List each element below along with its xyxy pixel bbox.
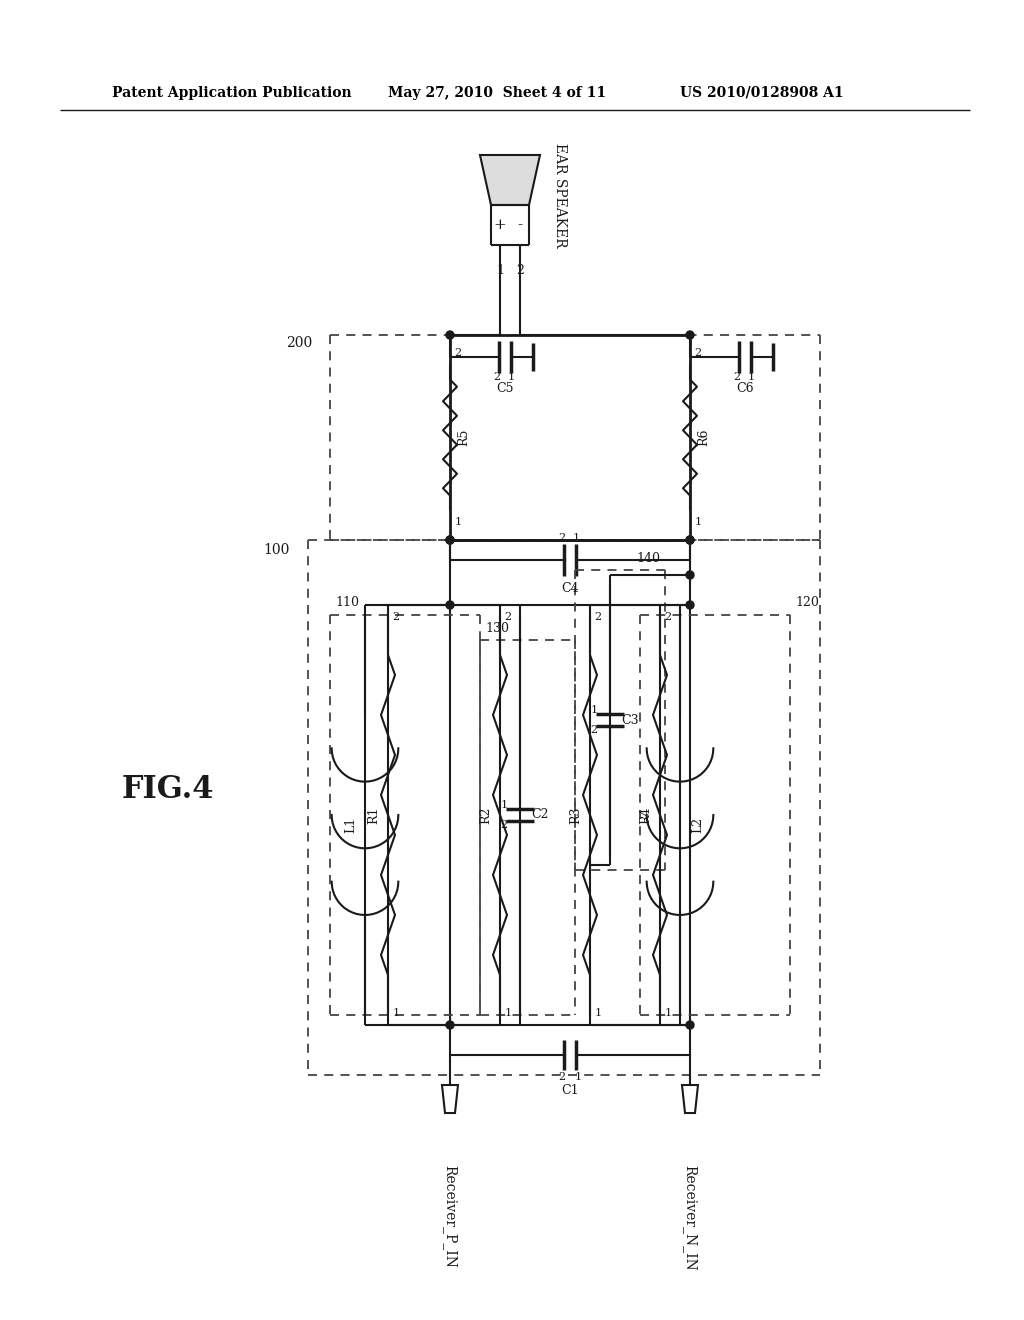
Text: 1: 1 <box>591 705 598 715</box>
Text: FIG.4: FIG.4 <box>122 775 214 805</box>
Text: 200: 200 <box>286 337 312 350</box>
Text: C6: C6 <box>736 383 754 396</box>
Text: 130: 130 <box>485 622 509 635</box>
Text: C4: C4 <box>561 582 579 594</box>
Circle shape <box>686 536 694 544</box>
Text: 2: 2 <box>694 348 701 358</box>
Text: C5: C5 <box>497 383 514 396</box>
Circle shape <box>686 536 694 544</box>
Circle shape <box>446 601 454 609</box>
Text: 1: 1 <box>505 1008 512 1018</box>
Circle shape <box>446 331 454 339</box>
Text: 1: 1 <box>508 372 515 381</box>
Text: 2: 2 <box>595 612 601 622</box>
Polygon shape <box>480 154 540 205</box>
Text: US 2010/0128908 A1: US 2010/0128908 A1 <box>680 86 844 100</box>
Text: 1: 1 <box>748 372 755 381</box>
Text: C1: C1 <box>561 1085 579 1097</box>
Text: Receiver_P_IN: Receiver_P_IN <box>442 1166 458 1269</box>
Text: 2: 2 <box>558 533 565 543</box>
Circle shape <box>686 1020 694 1030</box>
Text: 1: 1 <box>595 1008 601 1018</box>
Text: R6: R6 <box>697 429 711 446</box>
Text: C3: C3 <box>622 714 639 726</box>
Text: 2: 2 <box>665 612 672 622</box>
Text: 2: 2 <box>591 725 598 735</box>
Text: EAR SPEAKER: EAR SPEAKER <box>553 143 567 247</box>
Text: 2: 2 <box>455 348 462 358</box>
Text: May 27, 2010  Sheet 4 of 11: May 27, 2010 Sheet 4 of 11 <box>388 86 606 100</box>
Text: R4: R4 <box>640 807 652 824</box>
Text: Patent Application Publication: Patent Application Publication <box>112 86 351 100</box>
Text: 100: 100 <box>263 543 290 557</box>
Text: +: + <box>494 218 507 232</box>
Text: 2: 2 <box>494 372 501 381</box>
Text: 2: 2 <box>392 612 399 622</box>
Text: 110: 110 <box>335 597 359 610</box>
Circle shape <box>686 572 694 579</box>
Text: R3: R3 <box>569 807 583 824</box>
Circle shape <box>686 331 694 339</box>
Text: R2: R2 <box>479 807 493 824</box>
Circle shape <box>446 1020 454 1030</box>
Text: 2: 2 <box>558 1072 565 1082</box>
Text: L1: L1 <box>344 817 357 833</box>
Text: C2: C2 <box>531 808 549 821</box>
Text: 2: 2 <box>501 820 508 830</box>
Text: 1: 1 <box>694 517 701 527</box>
Text: 1: 1 <box>496 264 504 276</box>
Text: 1: 1 <box>574 1072 582 1082</box>
Text: 2: 2 <box>505 612 512 622</box>
Text: 1: 1 <box>501 800 508 810</box>
Text: 140: 140 <box>636 552 660 565</box>
Text: 2: 2 <box>733 372 740 381</box>
Text: 1: 1 <box>572 533 580 543</box>
Circle shape <box>686 601 694 609</box>
Text: 1: 1 <box>392 1008 399 1018</box>
Text: R1: R1 <box>368 807 381 824</box>
Text: 2: 2 <box>516 264 524 276</box>
Text: R5: R5 <box>458 429 470 446</box>
Circle shape <box>446 536 454 544</box>
Text: Receiver_N_IN: Receiver_N_IN <box>683 1166 697 1271</box>
Circle shape <box>446 536 454 544</box>
Text: 120: 120 <box>795 597 819 610</box>
Text: 1: 1 <box>665 1008 672 1018</box>
Text: 1: 1 <box>455 517 462 527</box>
Text: -: - <box>517 218 522 232</box>
Text: L2: L2 <box>691 817 705 833</box>
